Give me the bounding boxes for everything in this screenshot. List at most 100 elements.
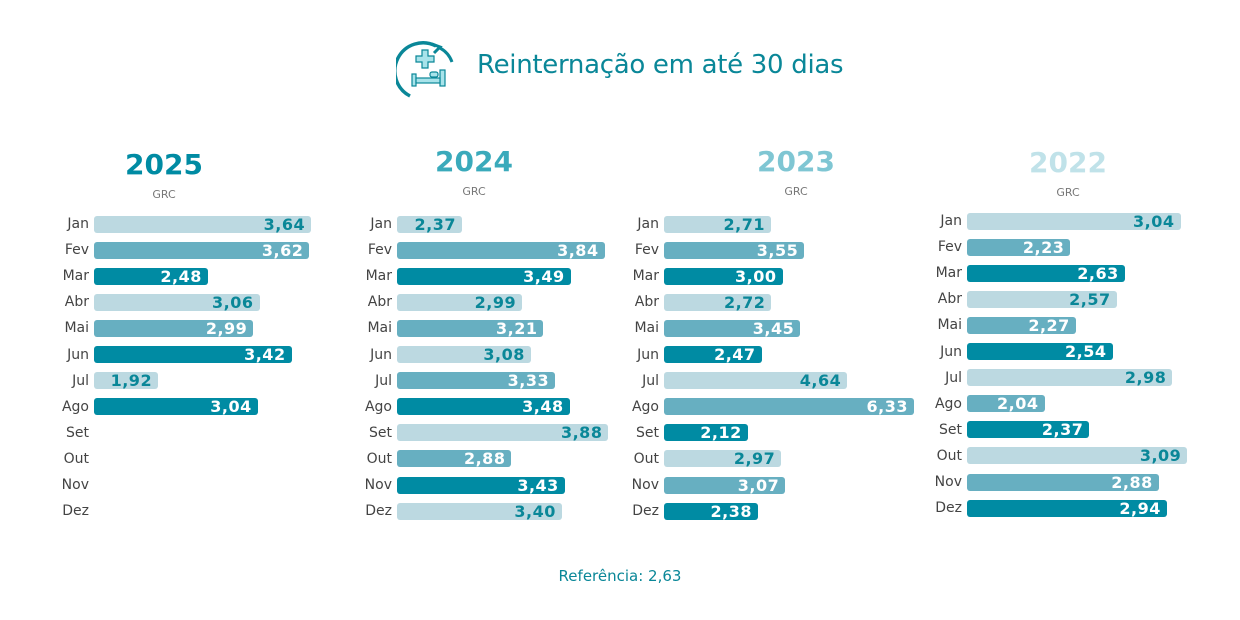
bar-2023-Out: 2,97 xyxy=(664,449,782,469)
month-label: Jul xyxy=(642,372,659,389)
bar-2024-Abr: 2,99 xyxy=(397,292,523,312)
month-label: Dez xyxy=(632,503,659,520)
data-label: 3,49 xyxy=(523,266,565,286)
month-label: Nov xyxy=(364,477,392,493)
panel-year-2025: 2025 xyxy=(125,148,203,181)
bar-2024-Ago: 3,48 xyxy=(397,397,570,416)
bar-2024-Out: 2,88 xyxy=(397,449,512,469)
bar-2023-Mar: 3,00 xyxy=(664,267,783,286)
month-label: Abr xyxy=(64,294,89,311)
panel-year-2023: 2023 xyxy=(757,145,835,178)
panel-subtitle: GRC xyxy=(462,185,486,198)
data-label: 2,23 xyxy=(1022,237,1065,257)
bar-2024-Nov: 3,43 xyxy=(397,476,565,495)
month-label: Out xyxy=(63,450,89,467)
month-label: Jun xyxy=(67,346,89,363)
month-label: Abr xyxy=(634,294,659,311)
data-label: 3,84 xyxy=(557,240,599,260)
bar-2024-Jul: 3,33 xyxy=(397,371,556,391)
data-label: 2,12 xyxy=(700,423,742,443)
month-label: Jan xyxy=(637,216,659,232)
month-label: Mar xyxy=(365,268,392,285)
data-label: 2,72 xyxy=(723,292,766,312)
month-label: Set xyxy=(636,424,659,441)
reference-label: Referência: 2,63 xyxy=(558,567,682,585)
data-label: 2,99 xyxy=(474,292,517,312)
panel-year-2024: 2024 xyxy=(435,145,513,178)
month-label: Ago xyxy=(631,398,659,415)
chart-title: Reinternação em até 30 dias xyxy=(477,50,844,80)
month-label: Ago xyxy=(364,398,392,415)
month-label: Set xyxy=(369,424,392,441)
data-label: 6,33 xyxy=(866,397,909,417)
data-label: 2,71 xyxy=(723,214,766,234)
panel-year-2022: 2022 xyxy=(1029,146,1107,179)
bar-2023-Fev: 3,55 xyxy=(664,240,805,260)
bar-2025-Abr: 3,06 xyxy=(94,293,260,312)
bar-2022-Mar: 2,63 xyxy=(967,264,1125,283)
bar-2022-Mai: 2,27 xyxy=(967,315,1076,335)
month-label: Mar xyxy=(62,268,89,285)
month-label: Dez xyxy=(62,503,89,520)
bar-2022-Set: 2,37 xyxy=(967,420,1090,439)
data-label: 2,48 xyxy=(160,266,202,286)
data-label: 2,57 xyxy=(1069,289,1111,309)
bar-2022-Jul: 2,98 xyxy=(967,368,1173,387)
data-label: 2,37 xyxy=(414,214,456,234)
bar-2023-Jan: 2,71 xyxy=(664,214,772,234)
month-label: Jun xyxy=(370,346,392,363)
month-label: Jul xyxy=(72,372,89,389)
month-label: Nov xyxy=(631,477,659,493)
data-label: 2,47 xyxy=(714,345,756,364)
data-label: 3,64 xyxy=(263,214,306,234)
data-label: 3,55 xyxy=(756,240,799,260)
data-label: 2,27 xyxy=(1028,315,1070,335)
data-label: 3,07 xyxy=(737,475,780,495)
month-label: Mai xyxy=(367,320,392,337)
bar-2023-Jul: 4,64 xyxy=(664,371,848,391)
bar-2023-Dez: 2,38 xyxy=(664,502,758,521)
bar-2024-Mai: 3,21 xyxy=(397,318,544,338)
month-label: Mai xyxy=(634,320,659,337)
bar-2023-Nov: 3,07 xyxy=(664,475,786,495)
bar-2024-Fev: 3,84 xyxy=(397,240,605,260)
bar-2024-Mar: 3,49 xyxy=(397,266,571,286)
month-label: Abr xyxy=(367,294,392,311)
data-label: 3,45 xyxy=(752,318,795,338)
month-label: Jun xyxy=(940,343,962,360)
data-label: 2,88 xyxy=(1111,472,1153,492)
data-label: 4,64 xyxy=(799,371,842,391)
data-label: 2,88 xyxy=(463,449,506,469)
data-label: 2,99 xyxy=(205,318,248,338)
month-label: Mar xyxy=(935,265,962,282)
month-label: Fev xyxy=(634,242,659,259)
month-label: Mai xyxy=(937,317,962,334)
data-label: 3,40 xyxy=(514,501,556,521)
bar-2022-Fev: 2,23 xyxy=(967,237,1071,257)
month-label: Ago xyxy=(61,398,89,415)
month-label: Set xyxy=(66,424,89,441)
month-label: Nov xyxy=(934,474,962,490)
bar-2024-Dez: 3,40 xyxy=(397,501,562,521)
bar-2022-Nov: 2,88 xyxy=(967,472,1159,492)
data-label: 3,33 xyxy=(507,371,550,391)
month-label: Abr xyxy=(937,291,962,308)
bar-2023-Mai: 3,45 xyxy=(664,318,801,338)
month-label: Set xyxy=(939,421,962,438)
month-label: Dez xyxy=(365,503,392,520)
month-label: Mai xyxy=(64,320,89,337)
data-label: 2,97 xyxy=(733,449,776,469)
month-label: Fev xyxy=(937,239,962,256)
data-label: 3,21 xyxy=(495,318,538,338)
panel-subtitle: GRC xyxy=(152,188,176,201)
data-label: 3,09 xyxy=(1139,446,1182,466)
panel-subtitle: GRC xyxy=(784,185,808,198)
bar-2024-Jan: 2,37 xyxy=(397,214,462,234)
month-label: Fev xyxy=(367,242,392,259)
bar-2024-Set: 3,88 xyxy=(397,423,609,442)
data-label: 3,04 xyxy=(1133,211,1175,231)
bar-2025-Mar: 2,48 xyxy=(94,266,208,286)
bar-2023-Set: 2,12 xyxy=(664,423,748,443)
bar-2023-Ago: 6,33 xyxy=(664,397,915,417)
month-label: Jul xyxy=(945,369,962,386)
